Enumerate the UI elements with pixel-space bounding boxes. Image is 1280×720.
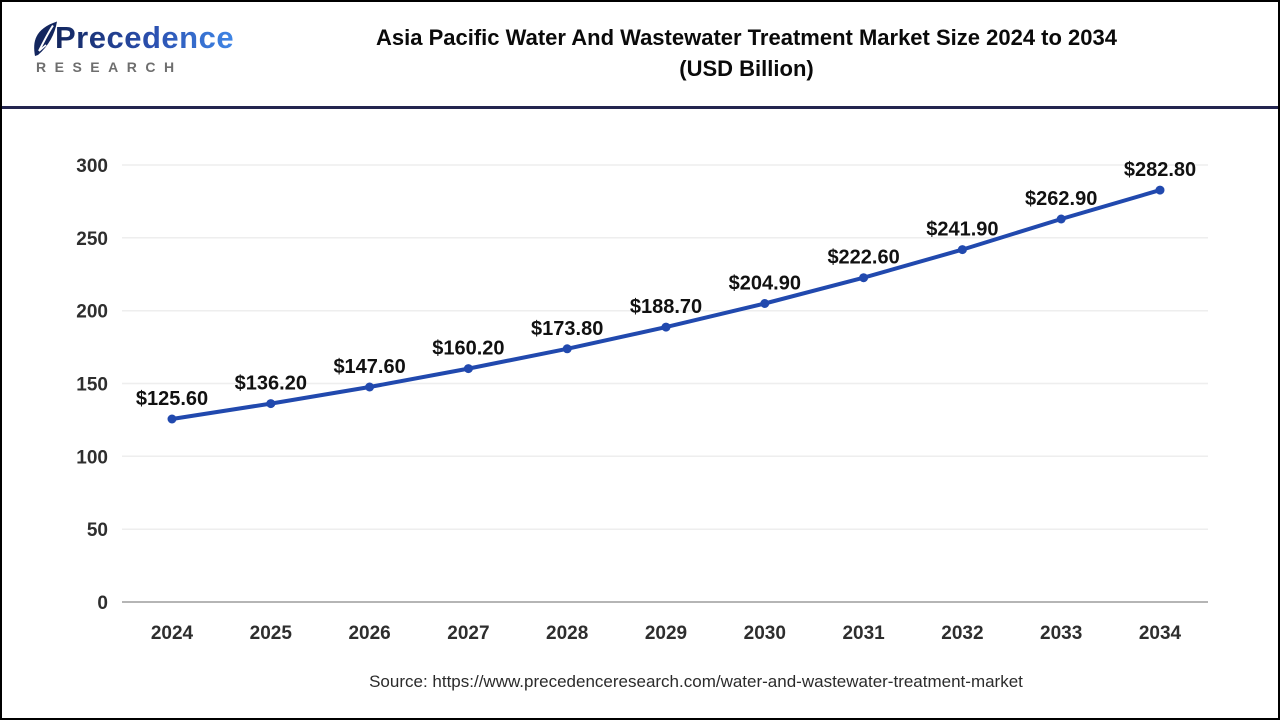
- x-tick-label-2033: 2033: [1040, 623, 1082, 644]
- x-tick-label-2034: 2034: [1139, 623, 1182, 644]
- data-point-2027: [463, 364, 473, 374]
- data-point-2032: [957, 245, 967, 255]
- data-point-2034: [1155, 185, 1165, 195]
- x-tick-label-2027: 2027: [447, 623, 489, 644]
- x-tick-label-2028: 2028: [546, 623, 588, 644]
- x-tick-label-2030: 2030: [744, 623, 786, 644]
- data-label-2030: $204.90: [729, 273, 801, 295]
- x-tick-label-2024: 2024: [151, 623, 194, 644]
- data-label-2029: $188.70: [630, 296, 702, 318]
- y-tick-label-0: 0: [97, 593, 108, 614]
- data-point-2029: [661, 322, 671, 332]
- brand-subtitle: RESEARCH: [36, 59, 183, 75]
- data-label-2033: $262.90: [1025, 188, 1097, 210]
- data-point-2033: [1056, 214, 1066, 224]
- brand-name: Precedence: [55, 20, 235, 55]
- y-tick-label-50: 50: [87, 520, 108, 541]
- x-tick-label-2029: 2029: [645, 623, 687, 644]
- chart-title-line1: Asia Pacific Water And Wastewater Treatm…: [376, 25, 1117, 50]
- data-label-2034: $282.80: [1124, 159, 1196, 181]
- data-label-2032: $241.90: [926, 219, 998, 241]
- data-point-2024: [167, 414, 177, 424]
- data-label-2025: $136.20: [235, 373, 307, 395]
- y-tick-label-100: 100: [76, 447, 108, 468]
- x-tick-label-2031: 2031: [842, 623, 885, 644]
- y-tick-label-300: 300: [76, 156, 108, 177]
- x-tick-label-2026: 2026: [348, 623, 390, 644]
- y-tick-label-250: 250: [76, 229, 108, 250]
- header: Precedence RESEARCH Asia Pacific Water A…: [2, 2, 1278, 109]
- series-line: [170, 188, 1162, 421]
- leaf-icon: [34, 21, 57, 56]
- y-tick-label-200: 200: [76, 302, 108, 323]
- data-label-2024: $125.60: [136, 388, 208, 410]
- x-tick-label-2032: 2032: [941, 623, 983, 644]
- chart-title-line2: (USD Billion): [679, 56, 814, 81]
- data-point-2031: [859, 273, 869, 283]
- data-label-2026: $147.60: [333, 356, 405, 378]
- data-label-2028: $173.80: [531, 318, 603, 340]
- brand-logo: Precedence RESEARCH: [32, 20, 234, 75]
- source-note: Source: https://www.precedenceresearch.c…: [369, 672, 1023, 691]
- data-label-2027: $160.20: [432, 338, 504, 360]
- data-label-2031: $222.60: [827, 247, 899, 269]
- chart-title: Asia Pacific Water And Wastewater Treatm…: [227, 22, 1266, 84]
- y-tick-label-150: 150: [76, 375, 108, 396]
- x-tick-label-2025: 2025: [250, 623, 293, 644]
- data-point-2025: [266, 399, 276, 409]
- data-point-2030: [760, 299, 770, 308]
- data-point-2026: [365, 382, 375, 392]
- data-point-2028: [562, 344, 572, 354]
